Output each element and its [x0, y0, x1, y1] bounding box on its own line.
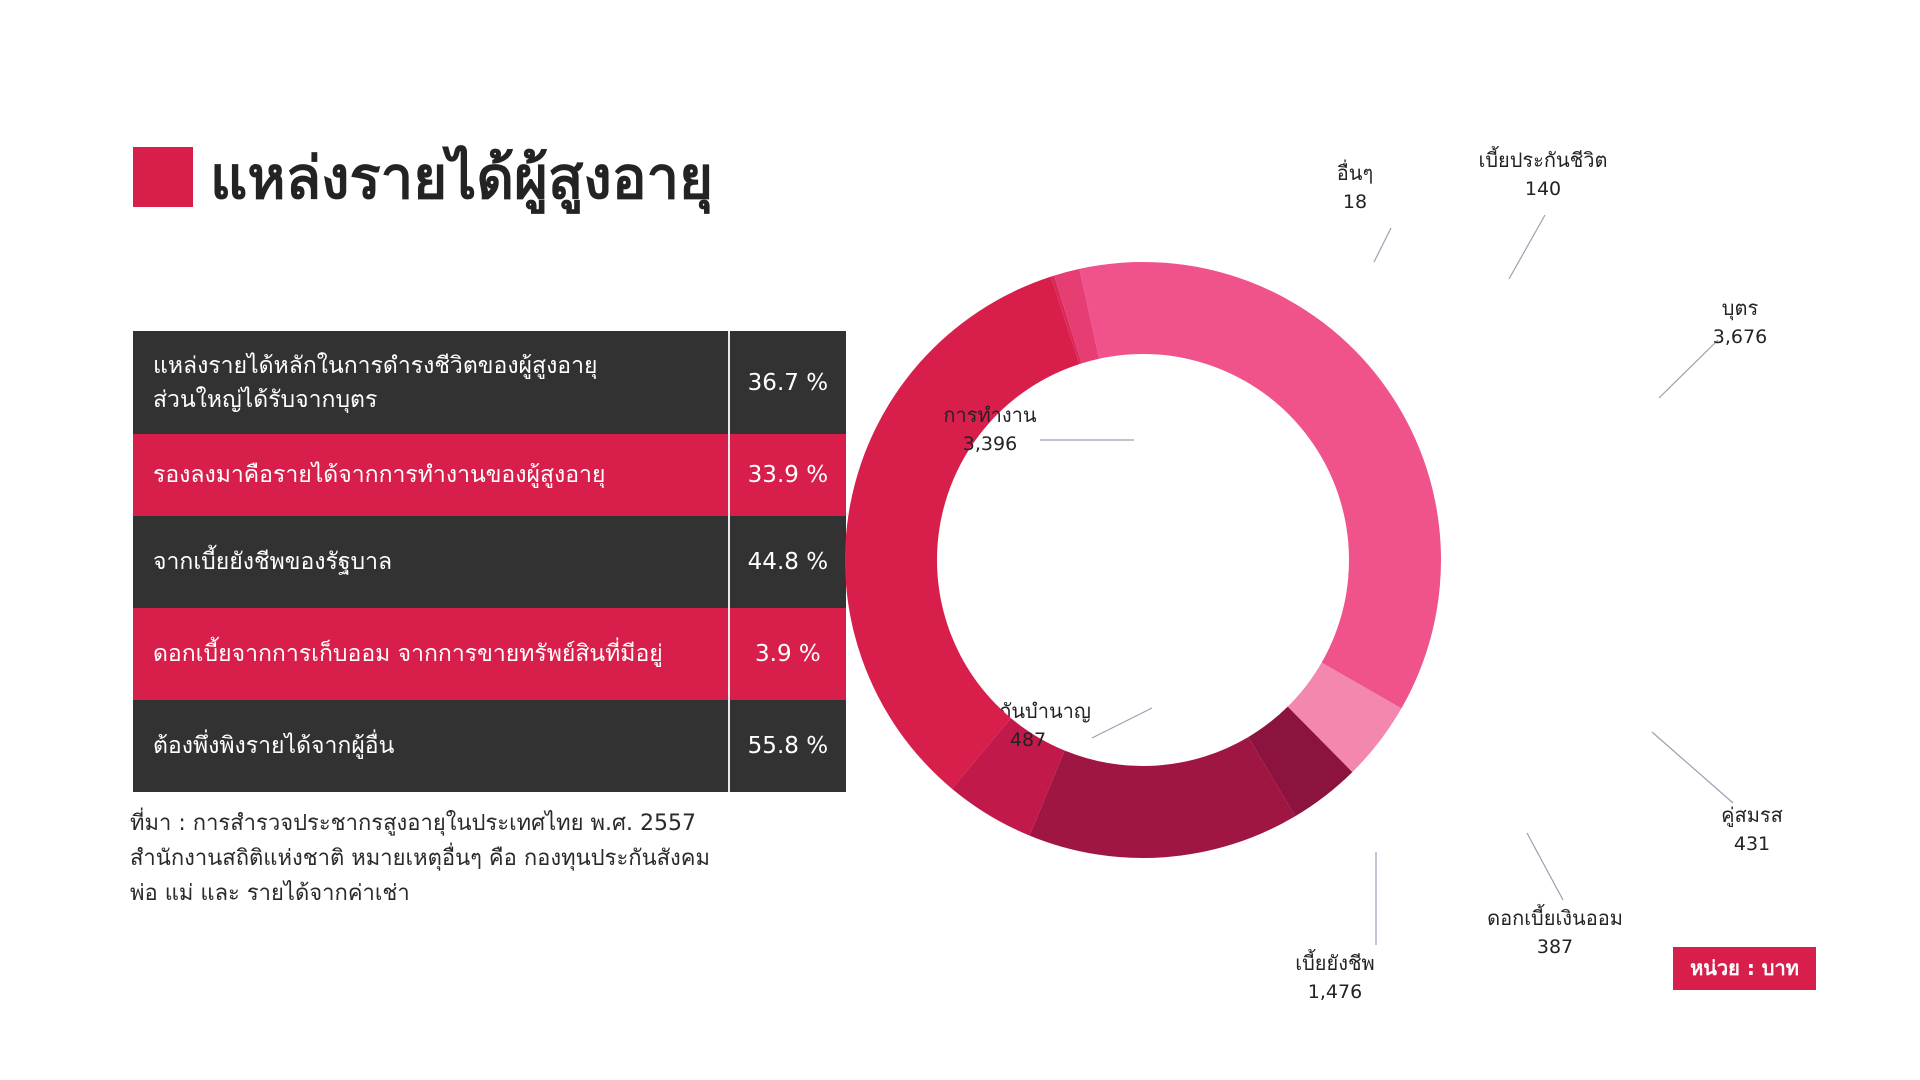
unit-badge: หน่วย : บาท	[1673, 947, 1816, 990]
slice-label: บุตร	[1722, 296, 1759, 321]
row-label: แหล่งรายได้หลักในการดำรงชีวิตของผู้สูงอา…	[133, 331, 729, 434]
row-value: 3.9 %	[727, 608, 846, 700]
row-label-line: จากเบี้ยยังชีพของรัฐบาล	[153, 549, 393, 575]
slice-value: 1,476	[1308, 981, 1362, 1003]
slice-value: 3,676	[1713, 326, 1767, 348]
slice-value: 140	[1525, 178, 1561, 200]
row-value: 36.7 %	[727, 331, 846, 434]
row-label: รองลงมาคือรายได้จากการทำงานของผู้สูงอายุ	[133, 434, 729, 516]
slice-label: อื่นๆ	[1337, 159, 1373, 185]
table-row: ดอกเบี้ยจากการเก็บออม จากการขายทรัพย์สิน…	[133, 608, 846, 700]
row-label: ต้องพึ่งพิงรายได้จากผู้อื่น	[133, 700, 729, 792]
row-label-line: ต้องพึ่งพิงรายได้จากผู้อื่น	[153, 733, 395, 759]
leader-line	[1658, 339, 1719, 399]
row-label-line: ดอกเบี้ยจากการเก็บออม จากการขายทรัพย์สิน…	[153, 641, 663, 667]
income-summary-table: แหล่งรายได้หลักในการดำรงชีวิตของผู้สูงอา…	[133, 331, 846, 792]
slice-value: 487	[1010, 729, 1046, 751]
row-label: จากเบี้ยยังชีพของรัฐบาล	[133, 516, 729, 608]
leader-line	[1508, 214, 1546, 280]
source-line: ที่มา : การสำรวจประชากรสูงอายุในประเทศไท…	[130, 811, 696, 836]
row-value: 44.8 %	[727, 516, 846, 608]
donut-slice	[844, 276, 1080, 789]
source-line: พ่อ แม่ และ รายได้จากค่าเช่า	[130, 881, 410, 906]
row-value: 55.8 %	[727, 700, 846, 792]
leader-line	[1091, 707, 1153, 739]
slice-value: 431	[1734, 833, 1770, 855]
donut-slice	[1054, 268, 1100, 364]
table-row: ต้องพึ่งพิงรายได้จากผู้อื่น 55.8 %	[133, 700, 846, 792]
table-row: รองลงมาคือรายได้จากการทำงานของผู้สูงอายุ…	[133, 434, 846, 516]
slice-label: คู่สมรส	[1721, 803, 1783, 828]
slice-label: การทำงาน	[943, 403, 1036, 427]
leader-line	[1373, 227, 1392, 263]
row-label-line: ส่วนใหญ่ได้รับจากบุตร	[153, 386, 378, 413]
leader-line	[1651, 731, 1734, 804]
source-line: สำนักงานสถิติแห่งชาติ หมายเหตุอื่นๆ คือ …	[130, 846, 711, 871]
donut-slice	[1029, 737, 1296, 858]
table-row: จากเบี้ยยังชีพของรัฐบาล 44.8 %	[133, 516, 846, 608]
slice-label: เบี้ยยังชีพ	[1295, 949, 1375, 975]
donut-slice	[1248, 706, 1353, 817]
donut-slice	[951, 718, 1065, 836]
slice-value: 3,396	[963, 433, 1017, 455]
leader-line	[1526, 832, 1564, 901]
donut-slice	[1079, 262, 1442, 709]
source-note: ที่มา : การสำรวจประชากรสูงอายุในประเทศไท…	[130, 806, 780, 911]
row-label-line: แหล่งรายได้หลักในการดำรงชีวิตของผู้สูงอา…	[153, 352, 598, 379]
donut-slice	[1287, 662, 1402, 773]
slice-label: เบี้ยประกันชีวิต	[1478, 146, 1607, 172]
table-row: แหล่งรายได้หลักในการดำรงชีวิตของผู้สูงอา…	[133, 331, 846, 434]
row-label: ดอกเบี้ยจากการเก็บออม จากการขายทรัพย์สิน…	[133, 608, 729, 700]
title-accent-square	[133, 147, 193, 207]
page-title: แหล่งรายได้ผู้สูงอายุ	[210, 144, 714, 212]
row-label-line: รองลงมาคือรายได้จากการทำงานของผู้สูงอายุ	[153, 462, 606, 488]
donut-slice	[1050, 275, 1082, 365]
row-value: 33.9 %	[727, 434, 846, 516]
slice-label: ดอกเบี้ยเงินออม	[1487, 904, 1623, 930]
slice-value: 18	[1343, 191, 1367, 213]
slice-value: 387	[1537, 936, 1573, 958]
